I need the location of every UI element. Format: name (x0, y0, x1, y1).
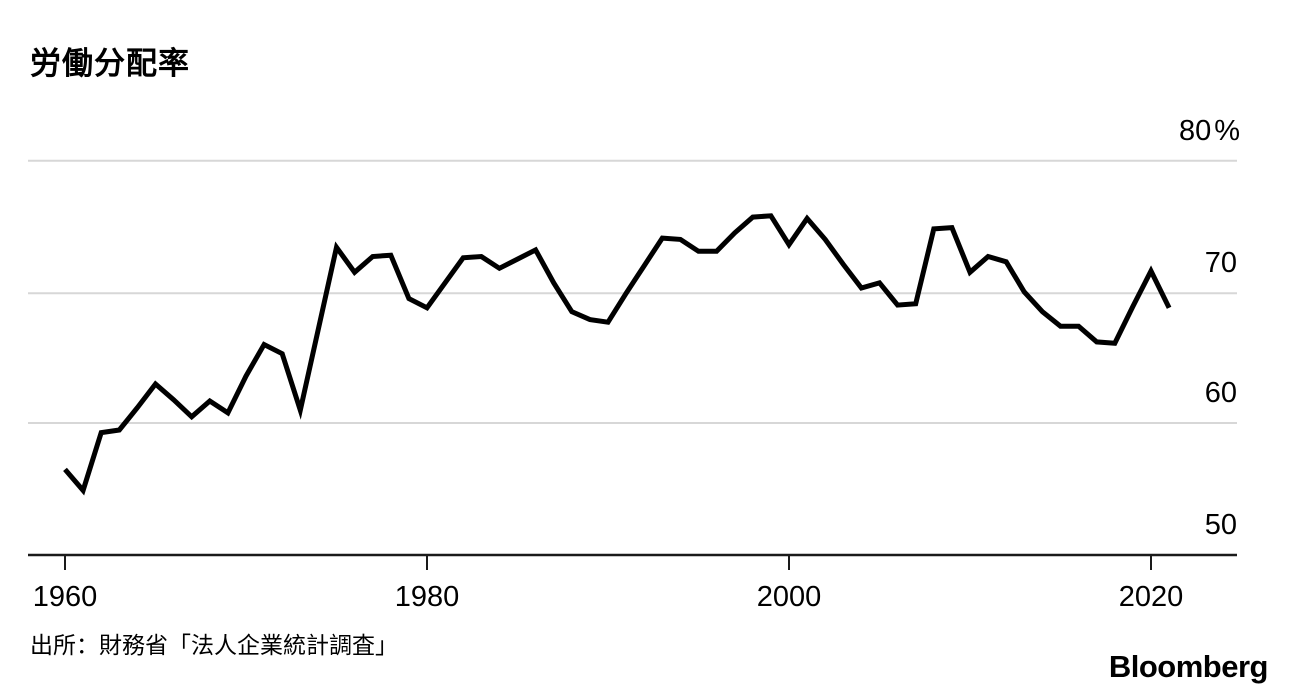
y-axis-label-80-value: 80 (1178, 115, 1212, 147)
x-axis-label-1960: 1960 (32, 581, 98, 613)
bloomberg-logo: Bloomberg (1108, 649, 1269, 684)
y-axis-label-70-value: 70 (1204, 247, 1237, 279)
y-axis-label-50: 50 (1140, 510, 1240, 541)
y-axis-label-60-value: 60 (1204, 377, 1237, 409)
x-axis-label-1980: 1980 (394, 581, 460, 613)
percent-unit-label: % (1214, 115, 1240, 147)
chart-title: 労働分配率 (30, 46, 190, 81)
x-axis-label-2000: 2000 (756, 581, 822, 613)
y-axis-label-80: 80 % (1140, 116, 1240, 147)
y-axis-label-70: 70 (1140, 248, 1240, 279)
y-axis-label-50-value: 50 (1204, 509, 1237, 541)
source-attribution: 出所：財務省「法人企業統計調査」 (30, 632, 398, 658)
labor-share-line (63, 213, 1172, 496)
x-axis-label-2020: 2020 (1118, 581, 1184, 613)
y-axis-label-60: 60 (1140, 378, 1240, 409)
